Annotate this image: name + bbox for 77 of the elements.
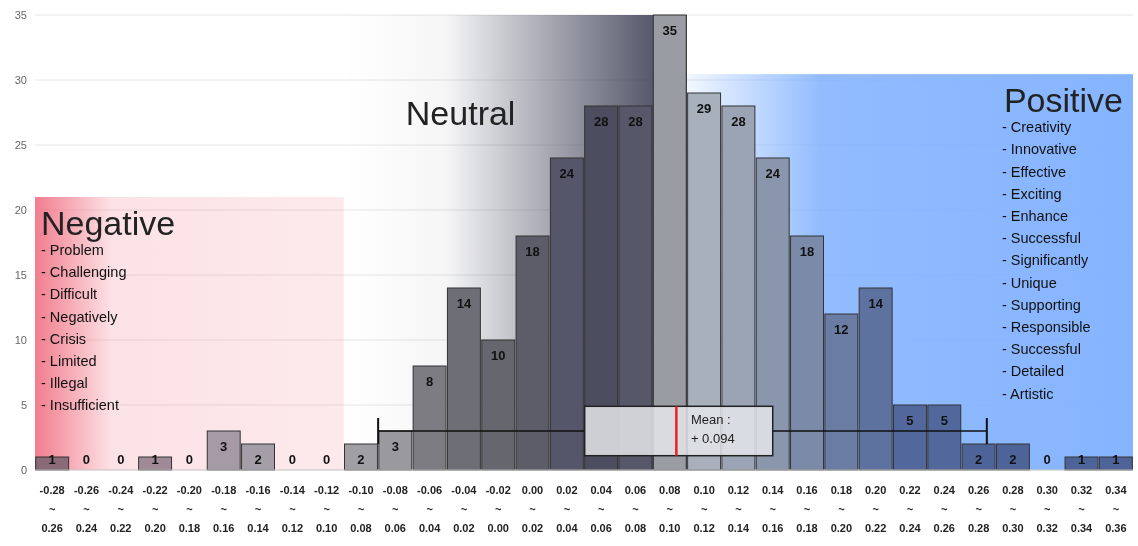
x-tick-label: 0.30 ~ 0.32 [1036,484,1058,534]
data-label: 2 [254,452,262,467]
y-tick-label: 35 [14,9,27,21]
x-tick-label: -0.14 ~ 0.12 [279,484,306,534]
y-tick-label: 20 [14,204,27,216]
x-tick-label: 0.20 ~ 0.22 [864,484,887,534]
data-label: 8 [425,374,434,389]
x-tick-label: 0.08 ~ 0.10 [659,484,681,534]
annotation: - Problem - Challenging - Difficult - Negatively - Crisis - Limited - Illegal - Insufficient [41,242,127,414]
band-label: Neutral [405,94,516,132]
data-label: 2 [1009,452,1017,467]
x-tick-label: 0.16 ~ 0.18 [796,484,818,534]
x-tick-label: 0.22 ~ 0.24 [899,484,922,534]
x-tick-label: 0.00 ~ 0.02 [521,484,544,534]
x-tick-label: 0.28 ~ 0.30 [1002,484,1024,534]
x-tick-label: -0.16 ~ 0.14 [245,484,271,534]
data-label: 14 [456,296,472,311]
x-tick-label: -0.06 ~ 0.04 [417,484,443,534]
data-label: 2 [357,452,365,467]
x-tick-label: -0.28 ~ 0.26 [39,484,65,534]
y-tick-label: 15 [14,269,27,281]
data-label: 12 [834,322,849,337]
data-label: 1 [151,452,159,467]
data-label: 0 [323,452,331,467]
x-tick-label: -0.24 ~ 0.22 [108,484,135,534]
y-tick-label: 10 [14,334,27,346]
data-label: 0 [117,452,125,467]
data-label: 0 [288,452,296,467]
x-tick-label: 0.06 ~ 0.08 [624,484,647,534]
data-label: 28 [628,114,643,129]
data-label: 24 [765,166,781,181]
y-tick-label: 0 [20,464,27,476]
data-label: 5 [940,413,948,428]
annotation: Mean : + 0.094 [690,412,735,447]
data-label: 0 [185,452,194,467]
data-label: 28 [731,114,746,129]
data-label: 18 [799,244,815,259]
y-tick-label: 5 [20,399,27,411]
x-tick-label: -0.12 ~ 0.10 [314,484,340,534]
data-label: 5 [906,413,914,428]
x-tick-label: 0.26 ~ 0.28 [967,484,990,534]
x-tick-label: -0.02 ~ 0.00 [485,484,511,534]
data-label: 28 [593,114,609,129]
y-tick-label: 30 [14,74,27,86]
data-label: 3 [220,439,228,454]
x-tick-label: 0.34 ~ 0.36 [1105,484,1128,534]
x-tick-label: -0.26 ~ 0.24 [73,484,100,534]
data-label: 1 [1077,452,1086,467]
x-tick-label: 0.12 ~ 0.14 [727,484,750,534]
data-label: 3 [391,439,399,454]
x-tick-label: 0.24 ~ 0.26 [933,484,956,534]
data-label: 24 [559,166,575,181]
data-label: 14 [868,296,884,311]
x-tick-label: -0.08 ~ 0.06 [382,484,408,534]
data-label: 35 [662,23,678,38]
band-label: Positive [1003,81,1123,120]
x-tick-label: 0.04 ~ 0.06 [590,484,613,534]
data-label: 18 [525,244,540,259]
x-tick-label: 0.18 ~ 0.20 [830,484,853,534]
data-label: 2 [974,452,983,467]
data-label: 29 [696,101,712,116]
data-label: 0 [1043,452,1051,467]
x-tick-label: 0.10 ~ 0.12 [693,484,715,534]
x-tick-label: 0.14 ~ 0.16 [762,484,785,534]
x-tick-label: -0.18 ~ 0.16 [211,484,237,534]
data-label: 1 [48,452,56,467]
data-label: 1 [1112,452,1120,467]
x-tick-label: 0.32 ~ 0.34 [1070,484,1094,534]
x-tick-label: -0.04 ~ 0.02 [451,484,478,534]
x-tick-label: -0.20 ~ 0.18 [176,484,202,534]
data-label: 0 [82,452,91,467]
text: - Creativity - Innovative - Effective - Exciting - Enhance - Successful - Significantly - Unique - Supporting - Responsible - Successful - Detailed - Artistic [1001,119,1091,402]
data-label: 10 [490,348,506,363]
y-tick-label: 25 [14,139,27,151]
x-tick-label: 0.02 ~ 0.04 [556,484,579,534]
x-tick-label: -0.22 ~ 0.20 [142,484,168,534]
x-tick-label: -0.10 ~ 0.08 [348,484,374,534]
